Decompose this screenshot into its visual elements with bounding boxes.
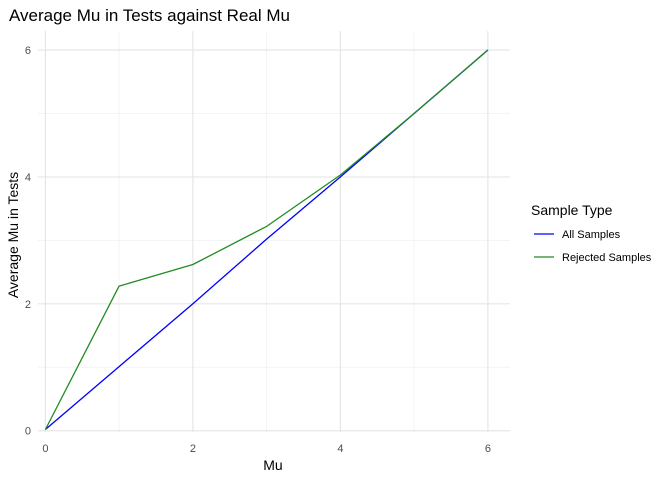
chart-title: Average Mu in Tests against Real Mu (9, 6, 290, 25)
legend: Sample Type All Samples Rejected Samples (531, 202, 652, 264)
legend-label-rejected-samples: Rejected Samples (562, 252, 652, 264)
series-lines (44, 49, 489, 430)
minor-gridlines (38, 31, 510, 432)
legend-label-all-samples: All Samples (562, 229, 621, 241)
y-axis-tick-labels: 0 2 4 6 (25, 45, 31, 438)
legend-items: All Samples Rejected Samples (534, 229, 652, 264)
x-tick-label: 4 (337, 443, 343, 455)
x-tick-label: 0 (42, 443, 48, 455)
y-tick-label: 0 (25, 426, 31, 438)
y-axis-title: Average Mu in Tests (5, 172, 21, 298)
series-line-rejected-samples (44, 49, 489, 430)
x-tick-label: 6 (485, 443, 491, 455)
y-tick-label: 6 (25, 45, 31, 57)
legend-title: Sample Type (531, 202, 613, 218)
y-tick-label: 2 (25, 299, 31, 311)
x-tick-label: 2 (190, 443, 196, 455)
x-axis-title: Mu (263, 457, 282, 473)
y-tick-label: 4 (25, 172, 31, 184)
major-gridlines (38, 31, 510, 432)
x-axis-tick-labels: 0 2 4 6 (42, 443, 491, 455)
